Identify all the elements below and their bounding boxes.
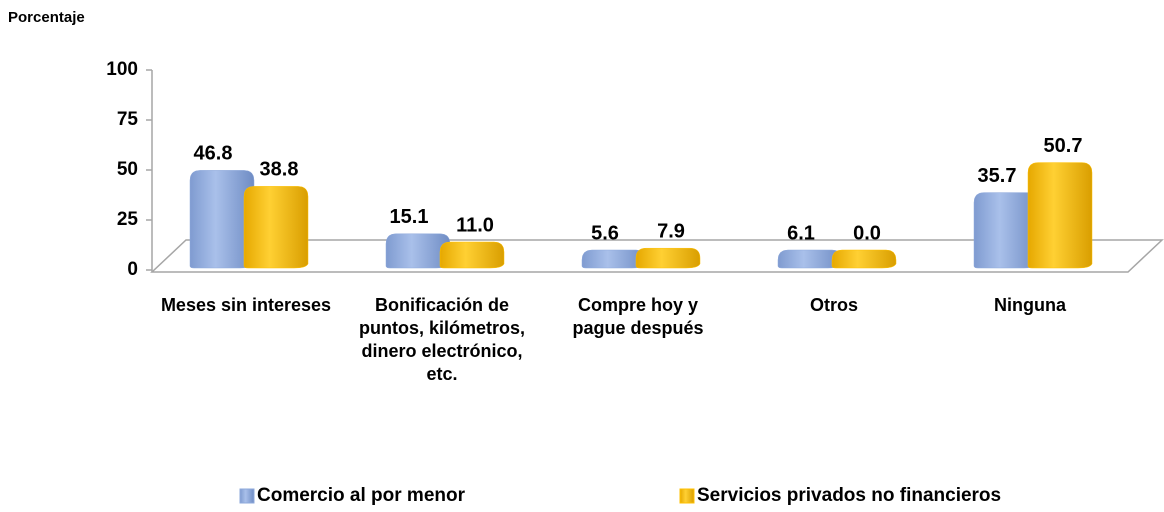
x-tick-label: Meses sin intereses	[160, 295, 332, 315]
y-tick-label: 25	[117, 209, 139, 230]
y-tick-label: 50	[117, 159, 138, 180]
value-label: 0.0	[853, 222, 881, 244]
bar	[831, 249, 897, 269]
legend-swatch	[679, 488, 695, 504]
value-label: 50.7	[1044, 135, 1083, 157]
value-label: 38.8	[260, 159, 299, 181]
y-axis-title: Porcentaje	[8, 9, 85, 26]
legend-label: Comercio al por menor	[257, 485, 466, 506]
floor	[150, 239, 1164, 273]
legend-label: Servicios privados no financieros	[697, 485, 1001, 506]
x-tick-label: Bonificación de puntos, kilómetros, dine…	[358, 295, 526, 384]
value-label: 46.8	[194, 143, 233, 165]
y-tick-label: 100	[106, 59, 138, 80]
bar	[1027, 162, 1093, 269]
value-label: 5.6	[591, 222, 619, 244]
value-label: 35.7	[978, 165, 1017, 187]
value-label: 11.0	[456, 214, 494, 236]
y-tick-label: 75	[117, 109, 139, 130]
y-tick-label: 0	[127, 259, 138, 280]
bar	[189, 170, 255, 269]
bar	[439, 241, 505, 269]
value-label: 6.1	[787, 222, 815, 244]
value-label: 7.9	[657, 220, 685, 242]
bar	[243, 186, 309, 269]
x-tick-label: Compre hoy y pague después	[572, 295, 704, 338]
x-tick-label: Ninguna	[994, 295, 1066, 315]
marks: 0 25 50 75 100 46.8 38.8 15.1 11.0 5.6 7.9 6.1 0.0 35…	[106, 59, 1093, 506]
bar	[635, 247, 701, 269]
x-tick-label: Otros	[809, 295, 858, 315]
value-label: 15.1	[390, 206, 429, 228]
legend-swatch	[239, 488, 255, 504]
